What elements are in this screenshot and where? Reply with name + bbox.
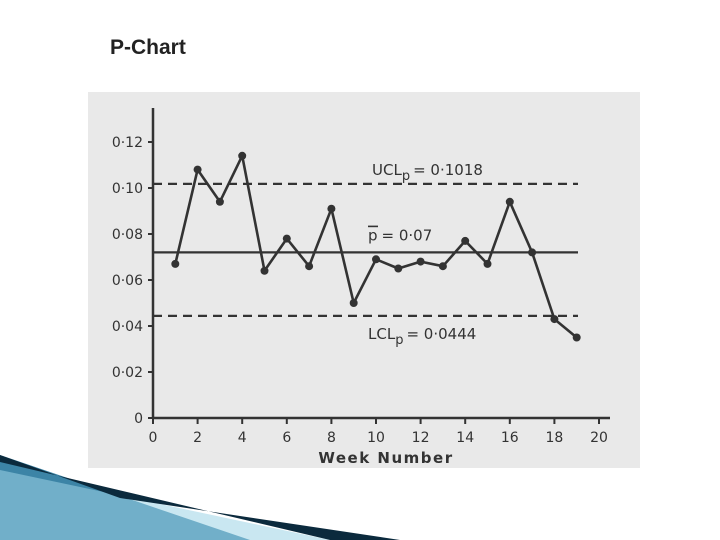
data-point — [327, 204, 336, 213]
y-tick-label: 0·06 — [112, 273, 143, 289]
data-point — [215, 197, 224, 206]
ucl-label: UCLp = 0·1018 — [372, 161, 483, 184]
y-tick-label: 0·02 — [112, 365, 143, 381]
data-point — [572, 333, 581, 342]
center-label: p = 0·07 — [368, 226, 432, 244]
data-point — [305, 262, 314, 271]
data-point — [372, 255, 380, 264]
data-point — [349, 299, 358, 307]
x-tick-label: 8 — [327, 430, 336, 446]
x-tick-label: 12 — [412, 430, 430, 446]
y-tick-label: 0·12 — [112, 135, 143, 151]
x-tick-label: 4 — [238, 430, 247, 446]
x-tick-label: 10 — [367, 430, 385, 446]
data-point — [282, 234, 291, 243]
data-point — [171, 259, 180, 268]
x-tick-label: 14 — [456, 430, 474, 446]
data-point — [394, 264, 403, 273]
data-point — [193, 165, 202, 174]
data-point — [260, 266, 269, 275]
data-point — [238, 151, 247, 160]
data-point — [550, 315, 559, 324]
x-tick-label: 2 — [193, 430, 202, 446]
slide-title: P-Chart — [110, 36, 186, 59]
data-point — [438, 262, 447, 271]
x-tick-label: 16 — [501, 430, 519, 446]
data-point — [461, 236, 470, 245]
x-tick-label: 20 — [590, 430, 608, 446]
y-tick-label: 0·08 — [112, 227, 143, 243]
lcl-label: LCLp = 0·0444 — [368, 325, 476, 348]
y-tick-label: 0·04 — [112, 319, 143, 335]
data-point — [483, 259, 492, 268]
data-point — [505, 197, 514, 206]
data-point — [416, 257, 425, 266]
x-tick-label: 18 — [545, 430, 563, 446]
data-point — [528, 248, 537, 257]
y-tick-label: 0·10 — [112, 181, 143, 197]
x-tick-label: 0 — [149, 430, 158, 446]
x-axis-title: Week Number — [318, 449, 453, 467]
x-tick-label: 6 — [282, 430, 291, 446]
y-tick-label: 0 — [134, 411, 143, 427]
